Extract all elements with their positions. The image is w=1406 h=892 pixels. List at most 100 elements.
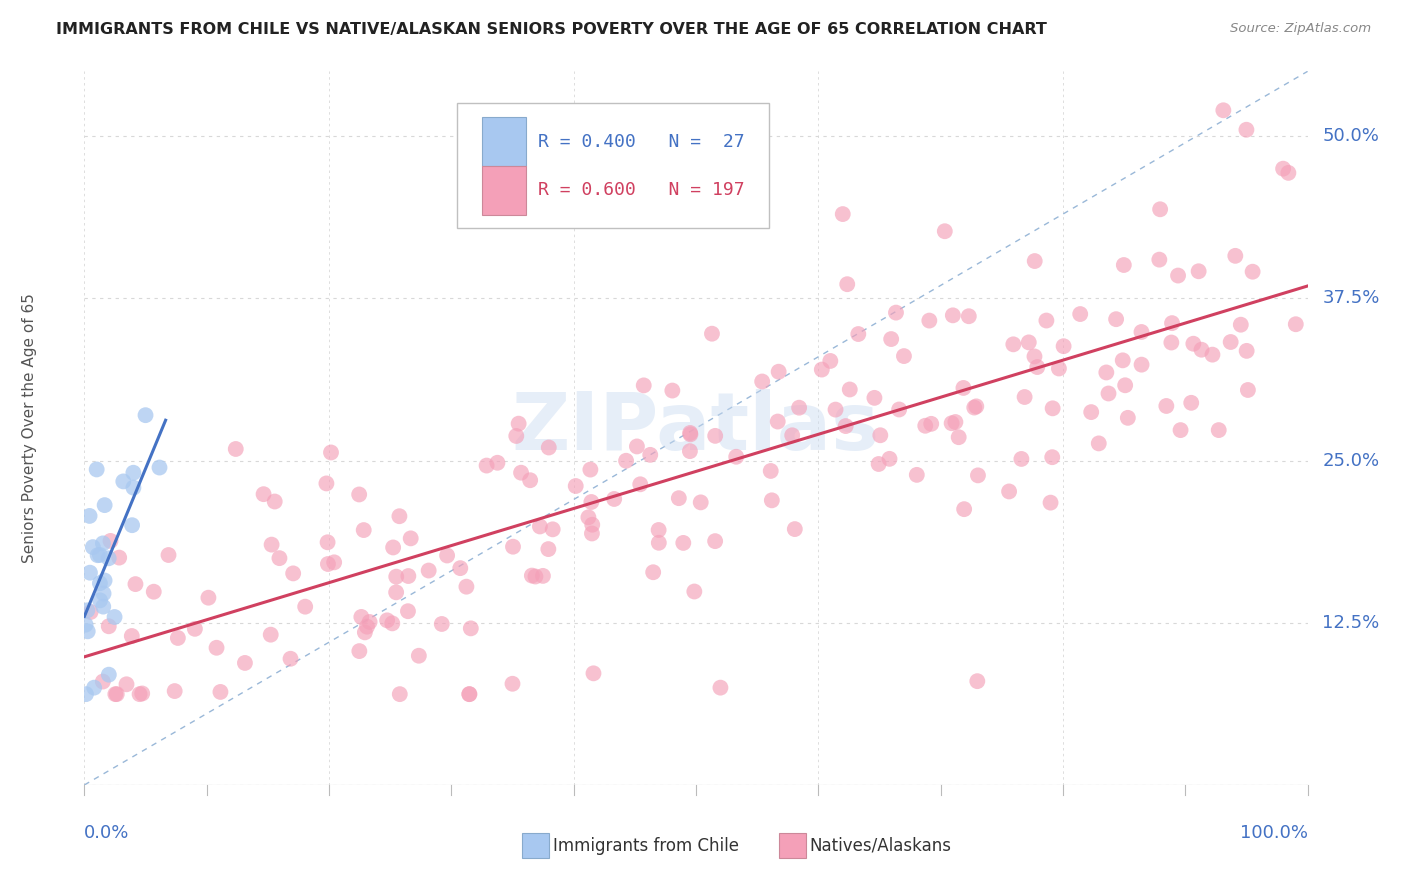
Point	[505, 429, 527, 443]
Point	[510, 466, 533, 480]
Point	[918, 313, 941, 327]
Point	[582, 666, 605, 681]
Point	[581, 517, 603, 532]
Text: Seniors Poverty Over the Age of 65: Seniors Poverty Over the Age of 65	[22, 293, 37, 563]
Point	[1116, 410, 1139, 425]
Point	[1230, 318, 1253, 332]
Point	[79, 508, 101, 523]
Text: 37.5%: 37.5%	[1322, 289, 1379, 308]
Point	[103, 610, 125, 624]
Point	[963, 401, 986, 415]
Text: 25.0%: 25.0%	[1322, 451, 1379, 469]
Point	[76, 603, 98, 617]
Point	[1080, 405, 1102, 419]
Point	[1156, 399, 1178, 413]
Point	[1035, 313, 1057, 327]
Point	[1208, 423, 1230, 437]
Point	[1237, 383, 1260, 397]
Point	[942, 309, 965, 323]
Point	[668, 491, 690, 505]
Point	[128, 687, 150, 701]
FancyBboxPatch shape	[482, 117, 526, 166]
Point	[502, 677, 524, 691]
Point	[76, 624, 98, 639]
Point	[1272, 161, 1295, 176]
Point	[418, 564, 440, 578]
Point	[1026, 359, 1049, 374]
Point	[385, 585, 408, 599]
Point	[766, 415, 789, 429]
Point	[115, 677, 138, 691]
Text: Source: ZipAtlas.com: Source: ZipAtlas.com	[1230, 22, 1371, 36]
Point	[1219, 334, 1241, 349]
Point	[1052, 339, 1074, 353]
Point	[449, 561, 471, 575]
Text: R = 0.600   N = 197: R = 0.600 N = 197	[538, 181, 745, 199]
Point	[679, 427, 702, 442]
Point	[1236, 343, 1258, 358]
Point	[349, 644, 371, 658]
Point	[834, 419, 856, 434]
Point	[541, 522, 564, 536]
Point	[1042, 401, 1064, 416]
Point	[91, 536, 114, 550]
Point	[124, 577, 146, 591]
Point	[529, 519, 551, 533]
Point	[579, 462, 602, 476]
Point	[1225, 249, 1247, 263]
Point	[83, 681, 105, 695]
Point	[315, 476, 337, 491]
Point	[104, 687, 127, 701]
Point	[952, 381, 974, 395]
Point	[638, 448, 661, 462]
Point	[1014, 390, 1036, 404]
Point	[957, 310, 980, 324]
Point	[97, 619, 120, 633]
Point	[1170, 423, 1192, 437]
Point	[260, 628, 283, 642]
Point	[537, 542, 560, 557]
Point	[1095, 366, 1118, 380]
Point	[97, 551, 120, 566]
Point	[375, 613, 398, 627]
Point	[810, 362, 832, 376]
Point	[537, 441, 560, 455]
Point	[356, 620, 378, 634]
Point	[89, 593, 111, 607]
Point	[759, 464, 782, 478]
Point	[1167, 268, 1189, 283]
Point	[350, 610, 373, 624]
Point	[385, 569, 408, 583]
Point	[831, 207, 853, 221]
Point	[167, 631, 190, 645]
Point	[1112, 353, 1135, 368]
Point	[131, 686, 153, 700]
Point	[1160, 335, 1182, 350]
Point	[79, 605, 101, 619]
Point	[884, 305, 907, 319]
Point	[1180, 396, 1202, 410]
Point	[948, 430, 970, 444]
Point	[783, 522, 806, 536]
Point	[1039, 495, 1062, 509]
Point	[319, 445, 342, 459]
Point	[408, 648, 430, 663]
Point	[914, 418, 936, 433]
Point	[661, 384, 683, 398]
Text: ZIPatlas: ZIPatlas	[512, 389, 880, 467]
Point	[700, 326, 723, 341]
Point	[1047, 361, 1070, 376]
Point	[353, 523, 375, 537]
Point	[316, 535, 339, 549]
Point	[1112, 258, 1135, 272]
Text: 0.0%: 0.0%	[84, 824, 129, 842]
Point	[1130, 325, 1153, 339]
Point	[225, 442, 247, 456]
Point	[837, 277, 859, 292]
Point	[863, 391, 886, 405]
Point	[633, 378, 655, 392]
Point	[148, 460, 170, 475]
Point	[1024, 350, 1046, 364]
Point	[934, 224, 956, 238]
Point	[347, 487, 370, 501]
